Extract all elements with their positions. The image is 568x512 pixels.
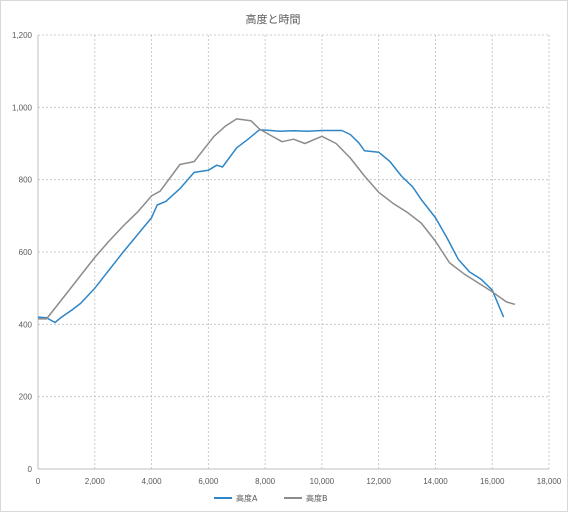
y-tick-label: 0 [28,465,33,474]
x-tick-label: 10,000 [310,477,335,486]
y-tick-label: 200 [19,393,33,402]
series-line-1 [37,129,505,324]
grid-lines [38,34,550,469]
x-tick-label: 12,000 [366,477,391,486]
legend-label: 高度A [236,493,258,503]
series-lines [37,118,516,324]
x-tick-label: 6,000 [198,477,219,486]
x-tick-label: 16,000 [480,477,505,486]
x-tick-label: 0 [36,477,41,486]
x-tick-label: 4,000 [142,477,163,486]
legend: 高度A 高度B [214,493,328,503]
axes: 0 200 400 600 800 1,000 1,200 0 2,000 4,000 6,000 8… [12,31,562,486]
y-tick-label: 600 [19,248,33,257]
x-tick-label: 8,000 [255,477,276,486]
x-tick-label: 18,000 [537,477,562,486]
y-tick-label: 800 [19,176,33,185]
legend-label: 高度B [306,493,328,503]
y-tick-label: 400 [19,320,33,329]
series-line-2 [38,118,516,320]
x-tick-label: 14,000 [423,477,448,486]
chart-title: 高度と時間 [246,12,301,26]
y-tick-label: 1,000 [12,103,33,112]
x-tick-label: 2,000 [85,477,106,486]
y-tick-label: 1,200 [12,31,33,40]
